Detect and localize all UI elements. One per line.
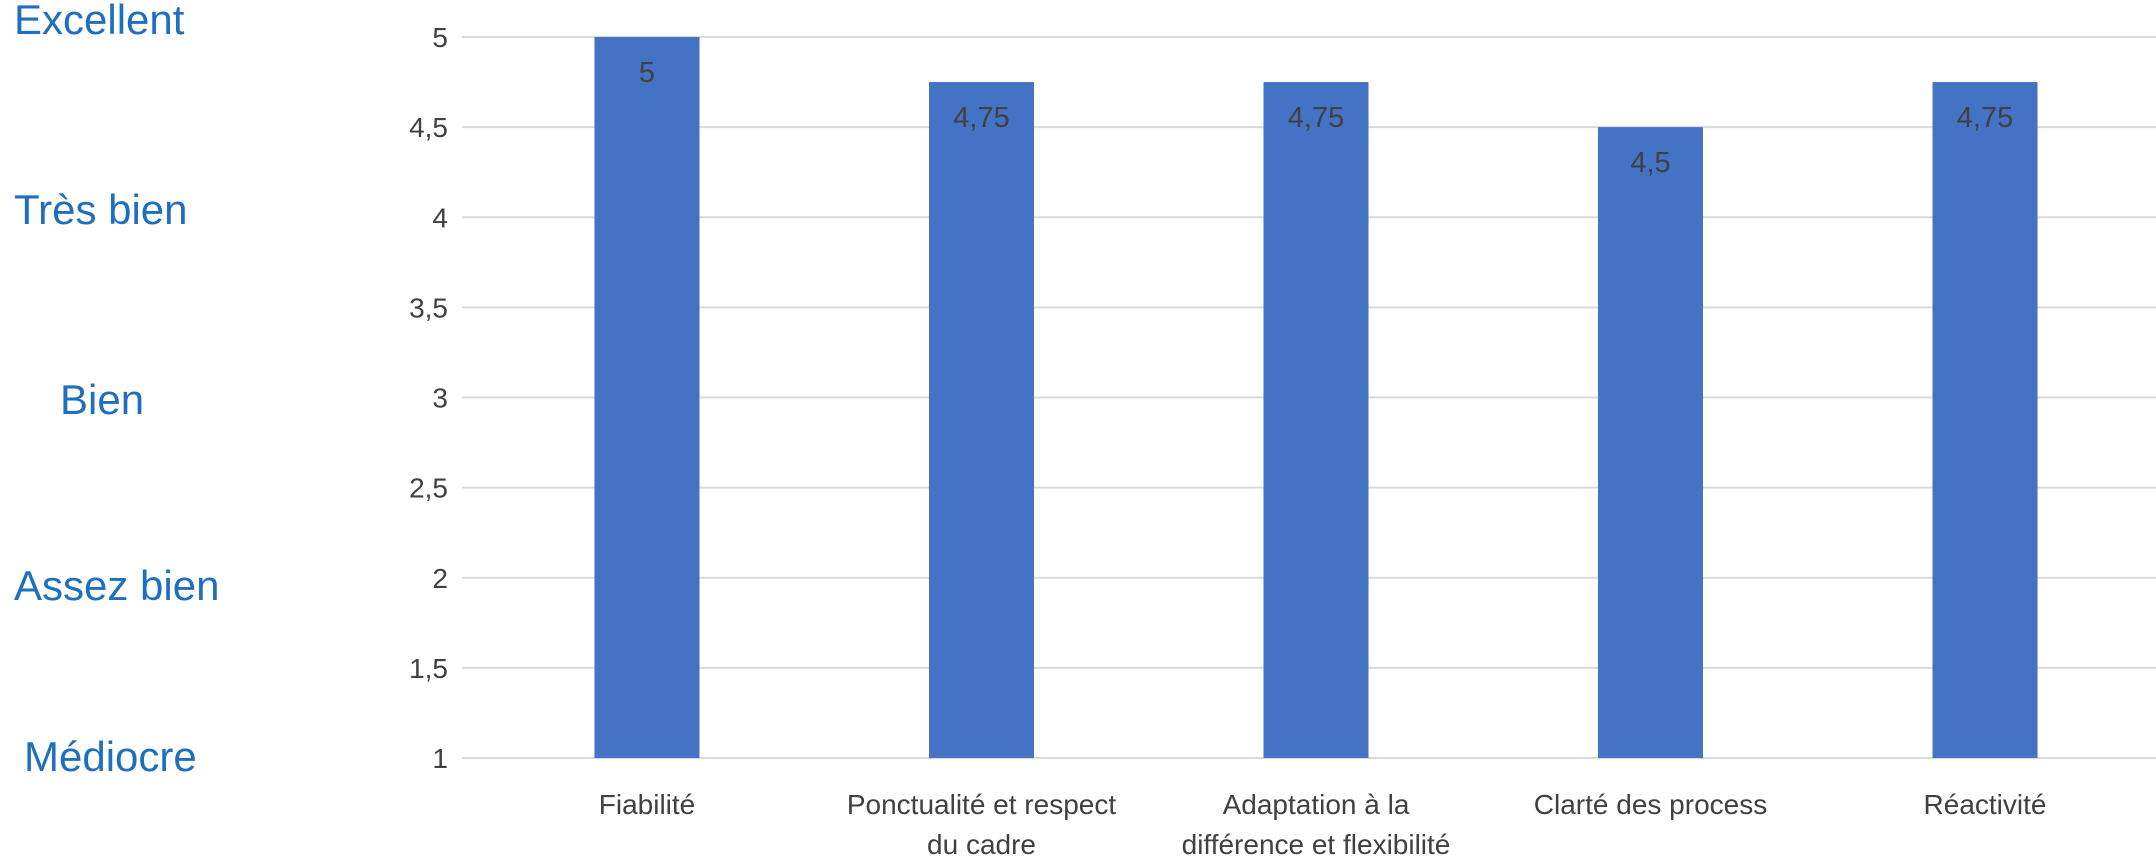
rating-label-tres-bien: Très bien xyxy=(14,186,188,233)
y-tick-label: 3,5 xyxy=(409,292,448,323)
bar-value-label: 4,75 xyxy=(1957,102,2013,134)
y-tick-label: 4 xyxy=(432,202,448,233)
x-tick-label: du cadre xyxy=(927,829,1036,860)
y-tick-label: 1 xyxy=(432,743,448,774)
y-axis-ticks: 1 1,5 2 2,5 3 3,5 4 4,5 5 xyxy=(409,22,448,774)
bar-value-label: 4,75 xyxy=(1288,102,1344,134)
y-tick-label: 1,5 xyxy=(409,653,448,684)
y-tick-label: 2 xyxy=(432,563,448,594)
bar xyxy=(1932,82,2038,758)
x-tick-label: Clarté des process xyxy=(1534,789,1767,820)
y-tick-label: 2,5 xyxy=(409,473,448,504)
rating-label-mediocre: Médiocre xyxy=(24,733,197,780)
y-tick-label: 4,5 xyxy=(409,112,448,143)
x-tick-label: différence et flexibilité xyxy=(1182,829,1451,860)
rating-label-excellent: Excellent xyxy=(14,0,185,43)
bar xyxy=(594,37,700,758)
bar xyxy=(1598,127,1703,758)
bar-value-label: 4,5 xyxy=(1630,147,1670,179)
rating-label-assez-bien: Assez bien xyxy=(14,562,220,609)
x-tick-label: Ponctualité et respect xyxy=(847,789,1116,820)
y-tick-label: 5 xyxy=(432,22,448,53)
bar-value-label: 4,75 xyxy=(953,102,1009,134)
bar xyxy=(1263,82,1369,758)
x-tick-label: Adaptation à la xyxy=(1223,789,1410,820)
rating-label-bien: Bien xyxy=(60,376,145,423)
x-tick-label: Réactivité xyxy=(1924,789,2047,820)
bar xyxy=(929,82,1034,758)
bar-value-label: 5 xyxy=(639,57,655,89)
y-tick-label: 3 xyxy=(432,383,448,414)
bar-value-labels: 5 4,75 4,75 4,5 4,75 xyxy=(639,57,2013,179)
x-axis-ticks: Fiabilité Ponctualité et respect du cadre A… xyxy=(599,789,2047,860)
x-tick-label: Fiabilité xyxy=(599,789,695,820)
bars xyxy=(594,37,2038,758)
